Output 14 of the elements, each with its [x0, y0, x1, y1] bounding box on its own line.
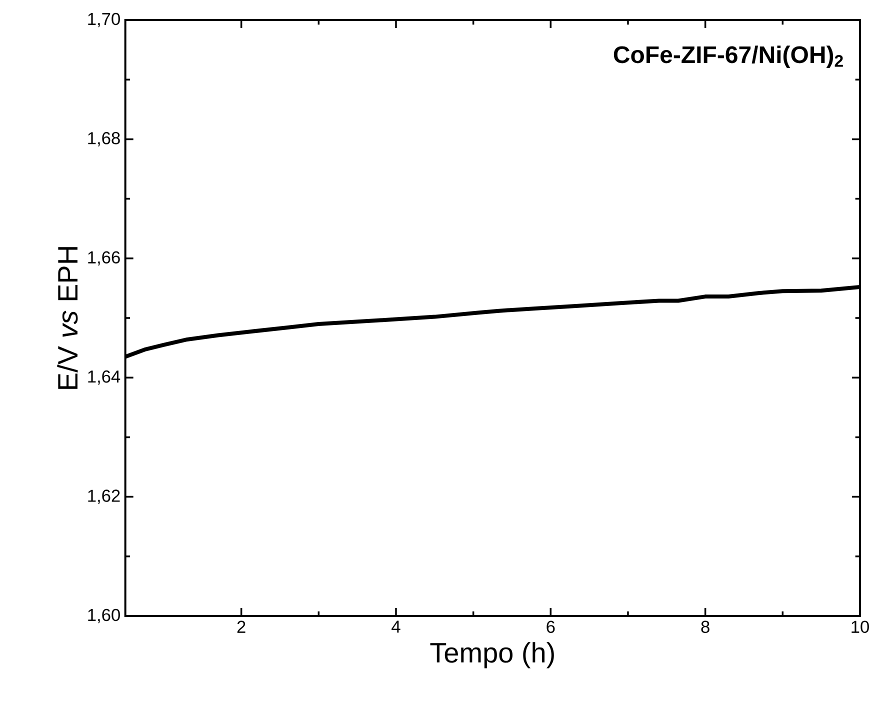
y-tick-label: 1,64 [88, 370, 120, 385]
x-tick-label: 10 [852, 620, 869, 633]
text: CoFe-ZIF-67/Ni(OH)$_{2}$ [614, 46, 843, 68]
y-tick-label: 1,68 [88, 132, 120, 146]
x-tick-label: 2 [237, 620, 246, 633]
x-tick-label: 4 [392, 620, 400, 633]
x-tick-label: 6 [546, 620, 555, 633]
y-tick-label: 1,70 [88, 12, 120, 28]
y-tick-label: 1,60 [88, 608, 120, 624]
y-axis-title: E/V vs EPH [57, 247, 78, 389]
x-axis-title: Tempo (h) [430, 642, 554, 668]
x-tick-label: 8 [701, 620, 710, 633]
y-tick-label: 1,66 [88, 251, 120, 266]
y-tick-label: 1,62 [88, 490, 120, 504]
